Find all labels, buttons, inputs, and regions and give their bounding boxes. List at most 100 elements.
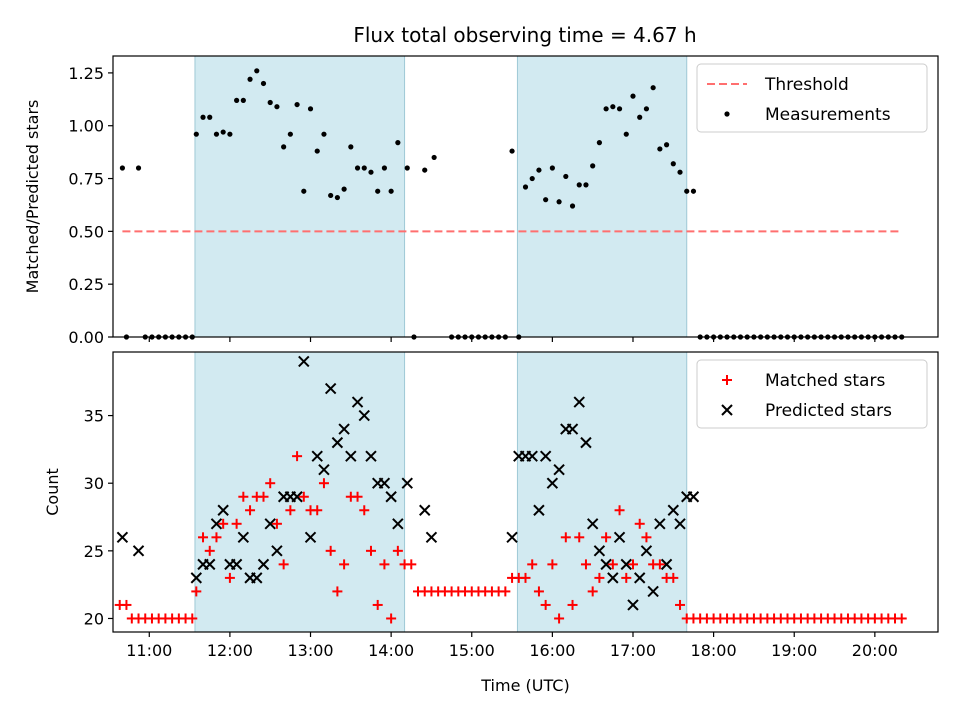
measurement-point (623, 131, 629, 137)
ratio-panel: 0.00 0.25 0.50 0.75 1.00 1.25 Matched/Predict… (23, 55, 939, 347)
predicted-stars-point (331, 436, 344, 449)
measurement-point (348, 144, 354, 150)
matched-stars-point (641, 532, 652, 543)
measurement-point (321, 131, 327, 137)
predicted-stars-point (230, 558, 243, 571)
ratio-y-tick-label: 1.25 (68, 64, 104, 83)
matched-stars-point (392, 545, 403, 556)
ratio-legend-box (696, 63, 928, 133)
matched-stars-point (634, 518, 645, 529)
measurement-point (395, 140, 401, 146)
measurement-point (677, 169, 683, 175)
legend-label: Measurements (765, 105, 891, 125)
measurement-point (200, 114, 206, 120)
x-tick-label: 13:00 (287, 641, 333, 660)
measurement-point (341, 186, 347, 192)
figure-title: Flux total observing time = 4.67 h (353, 23, 696, 47)
predicted-stars-point (190, 572, 203, 584)
ratio-y-tick-label: 1.00 (68, 117, 104, 136)
matched-stars-point (318, 478, 329, 489)
x-tick-label: 15:00 (449, 641, 495, 660)
measurement-point (529, 175, 535, 182)
matched-stars-point (668, 572, 679, 583)
matched-stars-point (675, 599, 686, 610)
measurement-point (663, 142, 670, 148)
measurement-point (657, 146, 663, 152)
count-observing-span (516, 351, 688, 633)
measurement-point (193, 131, 199, 137)
measurement-point (274, 104, 280, 110)
count-y-tick-label: 35 (84, 407, 104, 426)
measurement-point (119, 165, 126, 171)
count-x-axis-label: Time (UTC) (480, 676, 569, 695)
x-tick-label: 16:00 (529, 641, 575, 660)
x-tick-label: 20:00 (852, 641, 898, 660)
measurement-point (287, 131, 293, 137)
measurement-point (549, 165, 555, 171)
legend-label: Threshold (764, 75, 849, 95)
ratio-panel-frame (112, 55, 939, 338)
matched-stars-point (627, 559, 638, 570)
matched-stars-point (285, 505, 296, 516)
matched-stars-point (238, 491, 249, 502)
legend-label: Matched stars (765, 371, 885, 391)
x-tick-label: 11:00 (126, 641, 172, 660)
matched-stars-point (574, 532, 585, 543)
matched-stars-point (554, 613, 565, 624)
measurement-point (247, 76, 253, 82)
matched-stars-point (547, 559, 558, 570)
matched-stars-point (520, 572, 531, 583)
ratio-observing-span (516, 55, 688, 338)
matched-stars-point (896, 613, 907, 624)
matched-stars-point (312, 505, 323, 516)
matched-stars-point (292, 451, 303, 462)
measurement-point (556, 199, 562, 205)
measurement-point (220, 129, 226, 135)
predicted-stars-point (338, 423, 350, 435)
count-legend: Matched stars Predicted stars (696, 359, 928, 429)
ratio-y-axis-label: Matched/Predicted stars (23, 100, 42, 294)
measurement-point (610, 104, 616, 110)
measurement-point (576, 182, 582, 188)
measurement-point (563, 173, 569, 180)
matched-stars-point (265, 478, 276, 489)
count-panel-frame (112, 351, 939, 633)
measurement-point (227, 131, 233, 137)
matched-stars-point (271, 518, 282, 529)
predicted-stars-point (237, 531, 250, 544)
matched-stars-point (533, 586, 544, 597)
matched-stars-point (121, 599, 132, 610)
predicted-stars-point (217, 504, 229, 516)
ratio-legend: Threshold Measurements (696, 63, 928, 133)
measurement-point (207, 114, 213, 120)
x-tick-label: 18:00 (691, 641, 737, 660)
predicted-stars-point (654, 518, 666, 530)
predicted-stars-point (573, 396, 585, 408)
measurement-point (234, 97, 240, 103)
predicted-stars-point (318, 463, 330, 476)
matched-stars-point (614, 505, 625, 516)
count-observing-span (194, 351, 406, 633)
matched-stars-point (567, 599, 578, 610)
predicted-stars-point (647, 585, 659, 598)
predicted-stars-point (425, 531, 438, 544)
predicted-stars-point (116, 531, 129, 544)
predicted-stars-point (506, 531, 518, 544)
matched-stars-point (224, 572, 235, 583)
matched-stars-point (231, 518, 242, 529)
x-tick-label: 17:00 (610, 641, 656, 660)
predicted-stars-point (607, 572, 619, 584)
predicted-stars-point (627, 599, 639, 611)
predicted-stars-point (132, 545, 145, 557)
predicted-stars-point (298, 355, 310, 368)
matched-stars-point (325, 545, 336, 556)
predicted-stars-point (392, 518, 404, 530)
predicted-stars-point (667, 504, 680, 516)
measurement-point (670, 161, 676, 167)
x-tick-label: 12:00 (207, 641, 253, 660)
matched-stars-point (218, 518, 229, 529)
matched-stars-point (654, 559, 665, 570)
predicted-stars-point (401, 477, 413, 489)
matched-stars-point (372, 599, 383, 610)
